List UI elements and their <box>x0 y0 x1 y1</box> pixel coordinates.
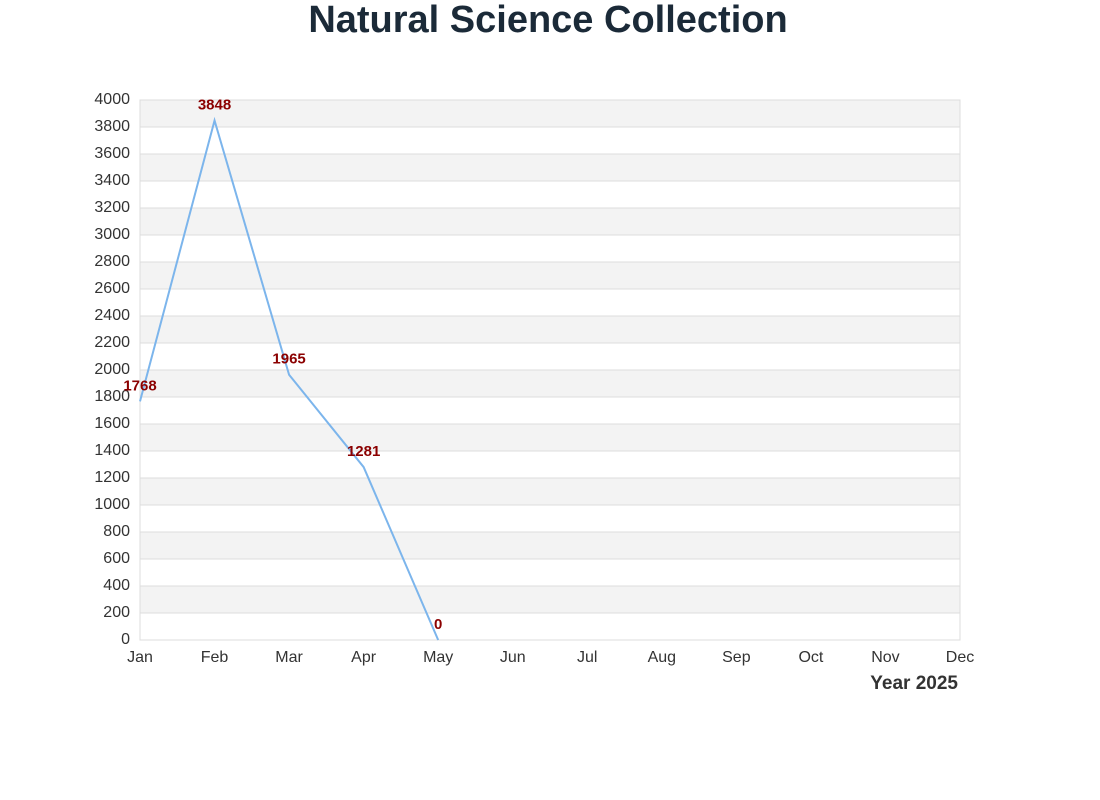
y-tick-label: 3800 <box>94 118 130 135</box>
y-tick-label: 3400 <box>94 172 130 189</box>
y-tick-label: 3600 <box>94 145 130 162</box>
data-label: 1965 <box>272 351 305 368</box>
x-tick-label: Oct <box>798 649 823 666</box>
x-tick-label: Sep <box>722 649 751 666</box>
y-tick-label: 4000 <box>94 91 130 108</box>
band <box>140 586 960 613</box>
y-tick-label: 2000 <box>94 361 130 378</box>
y-tick-label: 3000 <box>94 226 130 243</box>
band <box>140 532 960 559</box>
x-tick-label: Dec <box>946 649 974 666</box>
y-tick-label: 2800 <box>94 253 130 270</box>
band <box>140 478 960 505</box>
data-label: 0 <box>434 616 442 633</box>
y-tick-label: 3200 <box>94 199 130 216</box>
x-tick-label: Aug <box>648 649 676 666</box>
x-axis-label: Year 2025 <box>870 673 958 694</box>
x-tick-label: Nov <box>871 649 899 666</box>
data-label: 1281 <box>347 443 380 460</box>
y-tick-label: 2600 <box>94 280 130 297</box>
y-tick-label: 800 <box>103 523 130 540</box>
band <box>140 370 960 397</box>
y-tick-label: 400 <box>103 577 130 594</box>
band <box>140 100 960 127</box>
x-tick-label: Jun <box>500 649 526 666</box>
plot-border <box>139 99 961 641</box>
y-tick-label: 2200 <box>94 334 130 351</box>
x-tick-label: Jan <box>127 649 153 666</box>
y-tick-label: 1200 <box>94 469 130 486</box>
band <box>140 154 960 181</box>
chart-title: Natural Science Collection <box>308 0 787 41</box>
band <box>140 424 960 451</box>
band <box>140 262 960 289</box>
y-tick-label: 1400 <box>94 442 130 459</box>
band <box>140 316 960 343</box>
x-tick-label: Mar <box>275 649 303 666</box>
x-tick-label: Apr <box>351 649 377 666</box>
y-tick-label: 1600 <box>94 415 130 432</box>
data-label: 1768 <box>123 377 156 394</box>
x-tick-label: Feb <box>201 649 229 666</box>
line <box>139 116 440 641</box>
y-tick-label: 2400 <box>94 307 130 324</box>
y-tick-label: 1800 <box>94 388 130 405</box>
y-tick-label: 600 <box>103 550 130 567</box>
x-tick-label: May <box>423 649 453 666</box>
data-label: 3848 <box>198 96 231 113</box>
y-tick-label: 200 <box>103 604 130 621</box>
y-tick-label: 1000 <box>94 496 130 513</box>
y-tick-label: 0 <box>121 631 130 648</box>
band <box>140 208 960 235</box>
x-tick-label: Jul <box>577 649 597 666</box>
